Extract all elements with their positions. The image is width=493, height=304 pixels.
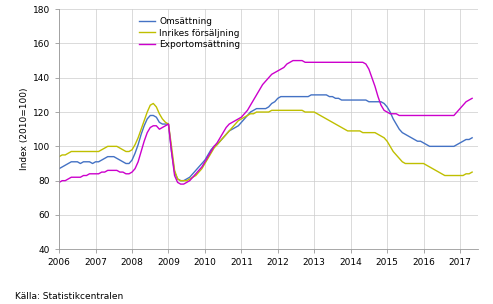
Omsättning [202, 158, 208, 162]
Omsättning [211, 144, 217, 148]
Omsättning [317, 93, 323, 97]
Omsättning [56, 167, 62, 171]
Exportomsättning [56, 181, 62, 184]
Y-axis label: Index (2010=100): Index (2010=100) [20, 88, 29, 171]
Exportomsättning [469, 96, 475, 100]
Exportomsättning [290, 59, 296, 62]
Inrikes försäljning [177, 179, 183, 182]
Omsättning [469, 136, 475, 140]
Legend: Omsättning, Inrikes försäljning, Exportomsättning: Omsättning, Inrikes försäljning, Exporto… [135, 14, 244, 52]
Line: Omsättning: Omsättning [59, 95, 472, 181]
Text: Källa: Statistikcentralen: Källa: Statistikcentralen [15, 292, 123, 301]
Exportomsättning [242, 112, 247, 116]
Omsättning [242, 117, 247, 121]
Omsättning [308, 93, 314, 97]
Line: Exportomsättning: Exportomsättning [59, 60, 472, 184]
Line: Inrikes försäljning: Inrikes försäljning [59, 103, 472, 181]
Inrikes försäljning [205, 157, 211, 160]
Exportomsättning [202, 160, 208, 164]
Omsättning [177, 179, 183, 182]
Inrikes försäljning [245, 114, 250, 117]
Inrikes försäljning [114, 144, 120, 148]
Inrikes försäljning [381, 136, 387, 140]
Inrikes försäljning [469, 170, 475, 174]
Exportomsättning [177, 182, 183, 186]
Inrikes försäljning [150, 102, 156, 105]
Exportomsättning [381, 109, 387, 112]
Omsättning [114, 157, 120, 160]
Exportomsättning [211, 144, 217, 148]
Inrikes försäljning [56, 155, 62, 158]
Exportomsättning [317, 60, 323, 64]
Inrikes försäljning [214, 143, 220, 147]
Inrikes försäljning [317, 114, 323, 117]
Exportomsättning [114, 168, 120, 172]
Omsättning [381, 102, 387, 105]
